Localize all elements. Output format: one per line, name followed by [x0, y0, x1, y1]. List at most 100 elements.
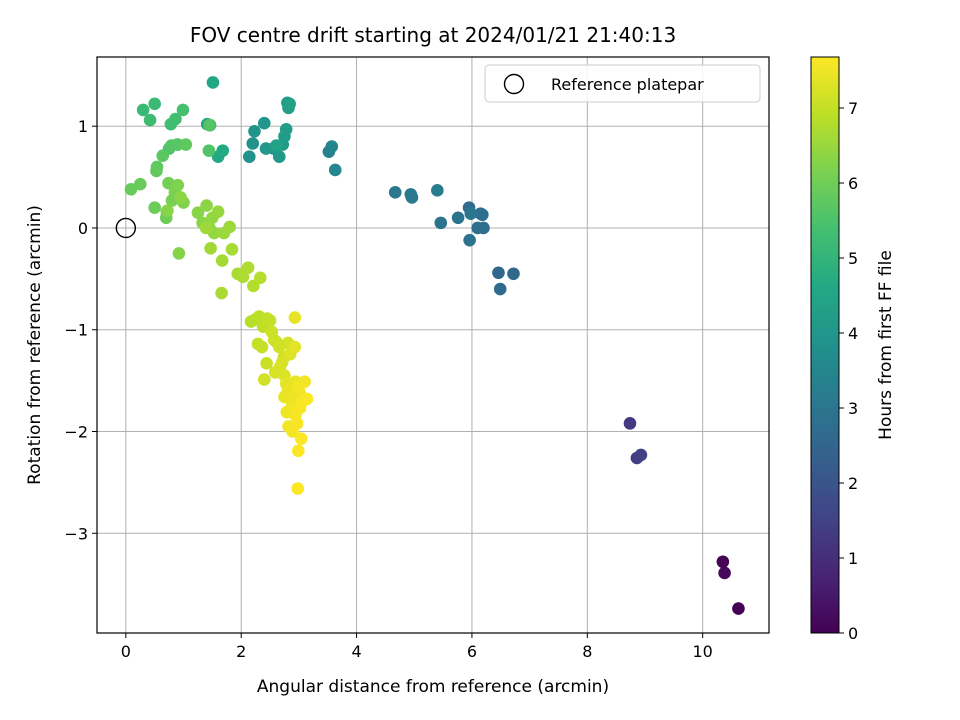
scatter-point: [300, 392, 314, 406]
scatter-point: [206, 76, 220, 89]
scatter-point: [202, 144, 216, 157]
x-axis-label: Angular distance from reference (arcmin): [257, 677, 609, 697]
x-tick-label: 8: [582, 642, 592, 661]
scatter-point: [236, 270, 250, 284]
scatter-point: [294, 432, 308, 445]
scatter-point: [279, 122, 293, 136]
x-tick-label: 10: [692, 642, 712, 661]
y-tick-label: −2: [64, 423, 88, 442]
scatter-point: [241, 261, 255, 274]
scatter-point: [148, 201, 161, 214]
scatter-point: [215, 286, 228, 300]
scatter-point: [215, 254, 229, 267]
x-tick-label: 4: [351, 642, 361, 661]
scatter-point: [716, 555, 730, 569]
scatter-point: [143, 113, 157, 127]
scatter-point: [260, 357, 273, 370]
scatter-point: [288, 340, 302, 354]
scatter-point: [136, 103, 150, 117]
legend: Reference platepar: [484, 64, 761, 103]
colorbar-tick-label: 2: [848, 474, 858, 493]
scatter-point: [732, 602, 745, 615]
scatter-point: [328, 163, 342, 177]
scatter-point: [292, 444, 305, 458]
scatter-point: [291, 482, 305, 495]
scatter-point: [171, 178, 185, 192]
scatter-point: [257, 116, 271, 130]
scatter-point: [204, 242, 217, 255]
y-axis-ticks: −3 −2 −1 0 1: [64, 117, 97, 543]
scatter-point: [464, 207, 478, 221]
scatter-point: [200, 199, 213, 212]
scatter-point: [150, 164, 163, 178]
grid-lines: [97, 57, 769, 633]
scatter-point: [283, 97, 296, 111]
scatter-point: [255, 340, 269, 354]
colorbar-tick-label: 0: [848, 624, 858, 643]
scatter-point: [290, 417, 304, 430]
scatter-point: [199, 221, 213, 235]
scatter-point: [176, 103, 190, 117]
scatter-point: [248, 124, 261, 138]
scatter-point: [463, 233, 476, 247]
scatter-point: [388, 186, 402, 199]
legend-entry-label: Reference platepar: [551, 75, 704, 94]
scatter-point: [203, 118, 216, 132]
scatter-point: [434, 216, 448, 230]
y-tick-label: −1: [64, 321, 88, 340]
plot-frame: [96, 56, 770, 634]
scatter-point: [288, 311, 302, 324]
scatter-point: [211, 205, 225, 218]
scatter-point: [404, 188, 418, 201]
scatter-point: [148, 97, 161, 111]
scatter-point: [451, 211, 465, 225]
scatter-point: [492, 266, 505, 280]
x-tick-label: 0: [121, 642, 131, 661]
scatter-point: [272, 340, 286, 354]
scatter-point: [246, 137, 260, 150]
colorbar-tick-label: 6: [848, 174, 858, 193]
scatter-point: [216, 144, 230, 157]
scatter-point: [242, 150, 256, 164]
scatter-point: [431, 184, 444, 197]
scatter-point: [169, 112, 182, 126]
colorbar-tick-label: 4: [848, 324, 858, 343]
scatter-point: [161, 204, 174, 217]
scatter-point: [191, 206, 205, 220]
y-tick-label: −3: [64, 524, 88, 543]
colorbar-tick-label: 7: [848, 99, 858, 118]
scatter-point: [223, 220, 236, 234]
x-tick-label: 2: [236, 642, 246, 661]
scatter-point: [257, 373, 271, 386]
scatter-point: [507, 267, 520, 281]
scatter-point: [476, 208, 489, 222]
scatter-point: [179, 138, 193, 151]
colorbar-tick-label: 1: [848, 549, 858, 568]
scatter-point: [292, 380, 306, 394]
scatter-point: [493, 282, 507, 296]
scatter-point: [263, 314, 277, 327]
scatter-point: [124, 182, 138, 196]
colorbar-label: Hours from first FF file: [876, 250, 896, 440]
scatter-point: [325, 140, 339, 153]
colorbar-tick-label: 5: [848, 249, 858, 268]
y-tick-label: 0: [78, 219, 88, 238]
reference-marker-layer: [115, 217, 137, 239]
plot-area: 0 2 4 6 8 10 −3 −2 −1 0 1: [64, 56, 770, 661]
colorbar-tick-label: 3: [848, 399, 858, 418]
scatter-point: [156, 149, 170, 163]
scatter-point: [225, 243, 239, 256]
y-axis-label: Rotation from reference (arcmin): [25, 205, 45, 485]
legend-reference-marker: [503, 73, 525, 95]
scatter-point: [253, 271, 267, 285]
scatter-point: [170, 138, 184, 151]
reference-platepar-marker: [115, 217, 137, 239]
scatter-point: [272, 150, 286, 164]
colorbar-gradient: [810, 56, 840, 634]
scatter-point: [172, 247, 186, 260]
scatter-point: [174, 191, 187, 204]
scatter-points: [124, 76, 745, 615]
scatter-point: [259, 142, 273, 155]
scatter-point: [270, 139, 283, 152]
